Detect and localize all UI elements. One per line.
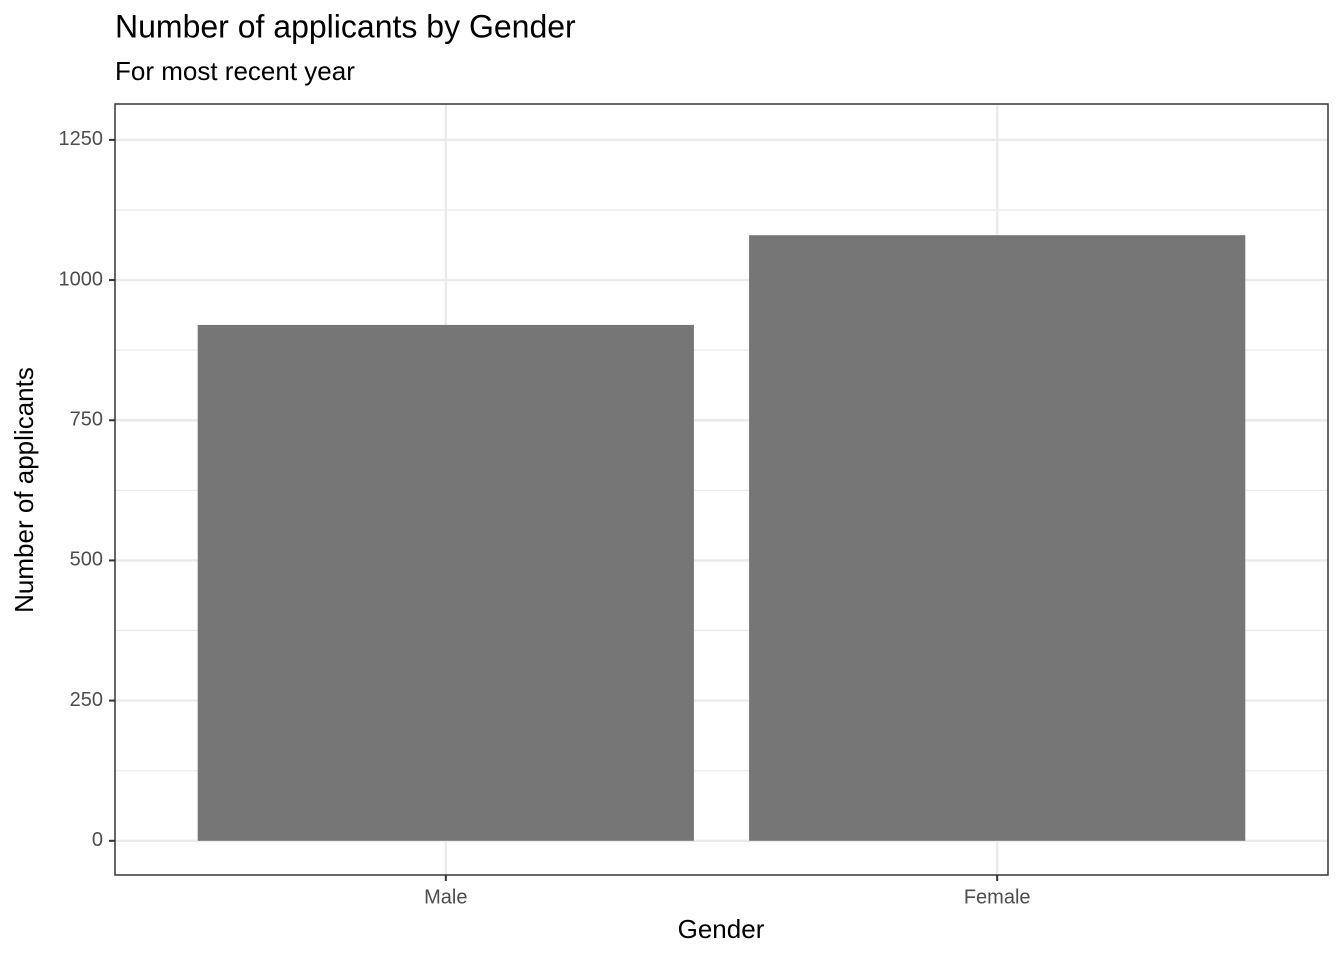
chart-subtitle: For most recent year	[115, 56, 355, 86]
chart-title: Number of applicants by Gender	[115, 8, 576, 44]
y-axis-title: Number of applicants	[9, 367, 39, 613]
x-axis-title: Gender	[678, 914, 765, 944]
x-tick-label: Female	[964, 886, 1031, 908]
y-tick-label: 500	[70, 549, 103, 571]
x-tick-label: Male	[424, 886, 467, 908]
y-tick-label: 0	[92, 829, 103, 851]
bar	[749, 235, 1246, 841]
y-tick-label: 750	[70, 409, 103, 431]
y-tick-label: 250	[70, 689, 103, 711]
y-tick-label: 1250	[59, 128, 104, 150]
panel-border	[114, 103, 1329, 876]
y-tick-label: 1000	[59, 268, 104, 290]
bar	[197, 324, 694, 841]
